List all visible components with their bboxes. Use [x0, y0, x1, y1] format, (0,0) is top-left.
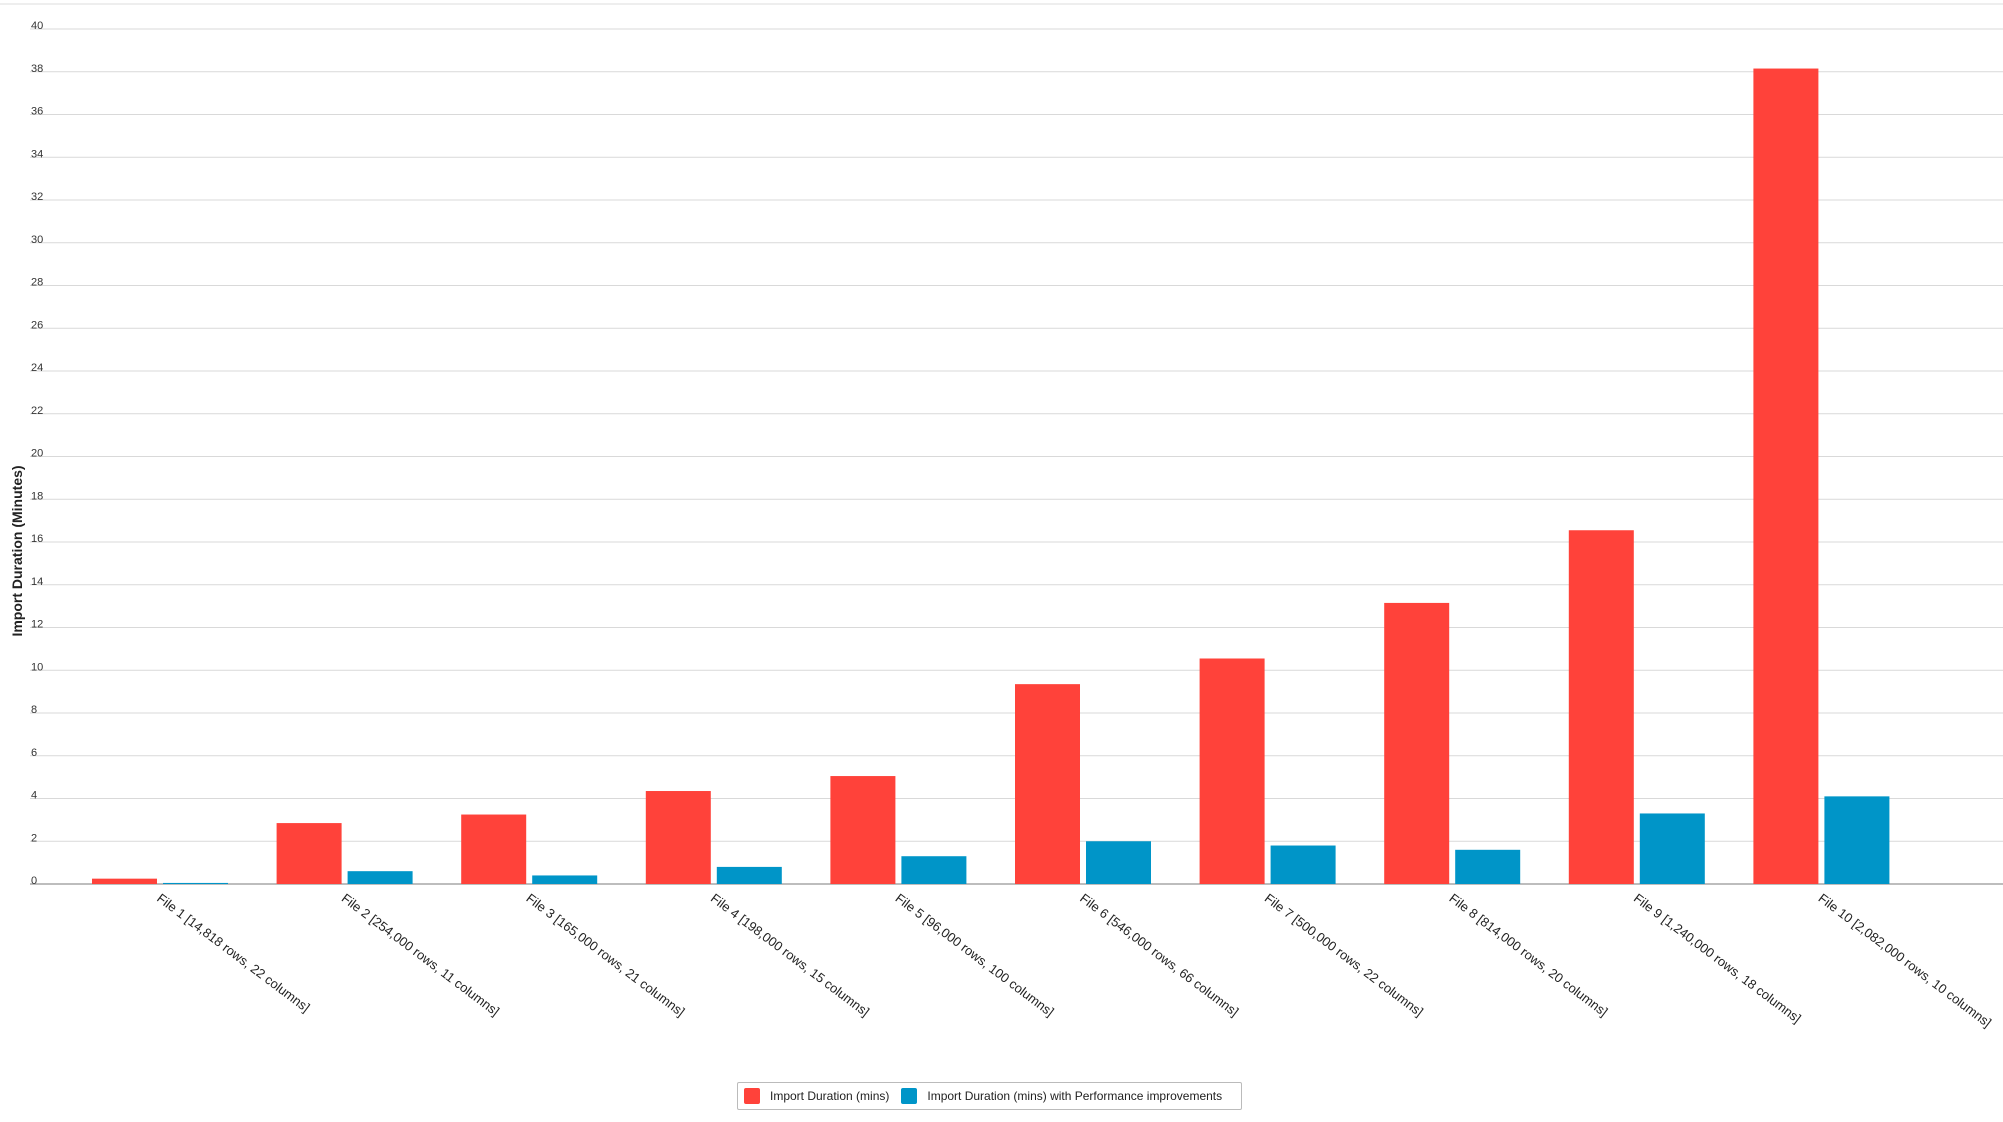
legend-swatch-red: [744, 1088, 760, 1104]
legend: Import Duration (mins) Import Duration (…: [737, 1082, 1242, 1110]
bars: [92, 68, 1890, 884]
y-tick-label: 38: [31, 63, 43, 75]
x-axis-labels: File 1 [14,818 rows, 22 columns] File 2 […: [154, 890, 1994, 1030]
x-tick-label: File 5 [96,000 rows, 100 columns]: [893, 890, 1057, 1019]
bar-import-duration-file-8[interactable]: [1384, 602, 1450, 884]
y-tick-label: 24: [31, 362, 43, 374]
bar-improved-file-3[interactable]: [532, 875, 598, 884]
legend-item-import-duration[interactable]: Import Duration (mins): [744, 1088, 889, 1104]
bar-improved-file-7[interactable]: [1270, 845, 1336, 884]
bar-import-duration-file-6[interactable]: [1015, 684, 1080, 884]
gridlines: [30, 28, 2003, 885]
x-tick-label: File 4 [198,000 rows, 15 columns]: [708, 890, 872, 1019]
y-tick-label: 16: [31, 533, 43, 545]
y-tick-label: 12: [31, 619, 43, 631]
y-tick-label: 32: [31, 191, 43, 203]
legend-label: Import Duration (mins) with Performance …: [927, 1089, 1223, 1103]
bar-import-duration-file-7[interactable]: [1199, 658, 1265, 884]
y-tick-label: 30: [31, 234, 43, 246]
bar-improved-file-6[interactable]: [1086, 841, 1151, 884]
bar-improved-file-4[interactable]: [716, 866, 782, 884]
x-tick-label: File 7 [500,000 rows, 22 columns]: [1262, 890, 1426, 1019]
y-tick-label: 26: [31, 319, 43, 331]
bar-improved-file-2[interactable]: [347, 871, 413, 884]
bar-improved-file-5[interactable]: [901, 856, 967, 884]
y-tick-label: 2: [31, 832, 37, 844]
x-tick-label: File 1 [14,818 rows, 22 columns]: [154, 890, 312, 1015]
y-tick-label: 10: [31, 661, 43, 673]
y-tick-label: 28: [31, 277, 43, 289]
y-tick-label: 20: [31, 448, 43, 460]
y-tick-label: 4: [31, 790, 37, 802]
x-tick-label: File 8 [814,000 rows, 20 columns]: [1446, 890, 1610, 1019]
bar-import-duration-file-4[interactable]: [645, 791, 711, 884]
legend-item-import-duration-improved[interactable]: Import Duration (mins) with Performance …: [901, 1088, 1222, 1104]
y-tick-label: 6: [31, 747, 37, 759]
bar-import-duration-file-3[interactable]: [461, 814, 527, 884]
x-tick-label: File 3 [165,000 rows, 21 columns]: [523, 890, 687, 1019]
bar-improved-file-8[interactable]: [1455, 849, 1521, 884]
y-axis-title: Import Duration (Minutes): [9, 465, 25, 636]
y-tick-label: 40: [31, 20, 43, 32]
y-tick-label: 34: [31, 148, 43, 160]
bar-import-duration-file-1[interactable]: [92, 878, 157, 884]
y-tick-label: 8: [31, 704, 37, 716]
y-tick-label: 14: [31, 576, 43, 588]
y-tick-label: 36: [31, 106, 43, 118]
bar-improved-file-9[interactable]: [1639, 813, 1705, 884]
x-tick-label: File 10 [2,082,000 rows, 10 columns]: [1816, 890, 1995, 1030]
bar-import-duration-file-2[interactable]: [276, 823, 342, 884]
x-tick-label: File 6 [546,000 rows, 66 columns]: [1077, 890, 1241, 1019]
bar-import-duration-file-10[interactable]: [1753, 68, 1819, 884]
bar-import-duration-file-5[interactable]: [830, 776, 896, 884]
y-tick-label: 18: [31, 490, 43, 502]
y-tick-label: 22: [31, 405, 43, 417]
bar-import-duration-file-9[interactable]: [1568, 530, 1634, 884]
y-tick-label: 0: [31, 875, 37, 887]
bar-improved-file-1[interactable]: [163, 882, 228, 884]
bar-improved-file-10[interactable]: [1824, 796, 1890, 884]
legend-swatch-blue: [901, 1088, 918, 1104]
legend-label: Import Duration (mins): [770, 1089, 890, 1103]
x-tick-label: File 9 [1,240,000 rows, 18 columns]: [1631, 890, 1804, 1025]
x-tick-label: File 2 [254,000 rows, 11 columns]: [339, 890, 503, 1018]
